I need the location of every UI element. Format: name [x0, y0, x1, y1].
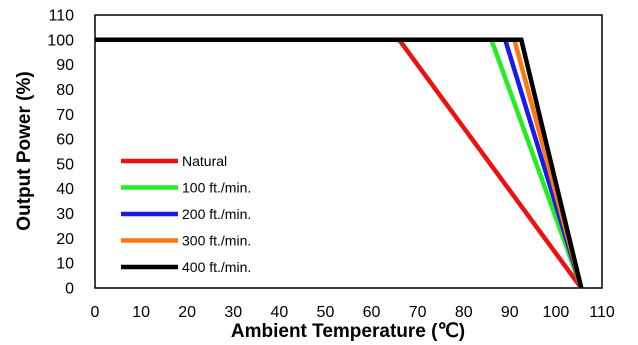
legend: Natural 100 ft./min. 200 ft./min. 300 ft./m…: [121, 153, 251, 275]
x-tick-label: 10: [132, 304, 150, 321]
y-tick-label: 60: [56, 132, 74, 149]
x-tick-label: 110: [589, 304, 615, 321]
y-tick-label: 0: [65, 281, 74, 298]
x-tick-label: 70: [409, 304, 427, 321]
y-tick-label: 40: [56, 181, 74, 198]
series-layer: [95, 37, 584, 290]
y-tick-label: 80: [56, 82, 74, 99]
x-tick-label: 30: [224, 304, 242, 321]
x-tick-label: 80: [455, 304, 473, 321]
x-tick-label: 60: [363, 304, 381, 321]
y-tick-label: 30: [56, 206, 74, 223]
x-tick-label: 90: [501, 304, 519, 321]
legend-label: 400 ft./min.: [182, 259, 251, 275]
y-tick-label: 70: [56, 107, 74, 124]
legend-label: 100 ft./min.: [182, 180, 251, 196]
x-axis-ticks: 0 10 20 30 40 50 60 70 80 90 100 110: [91, 304, 615, 321]
y-tick-label: 10: [56, 256, 74, 273]
y-axis-ticks: 0 10 20 30 40 50 60 70 80 90 100 110: [47, 8, 74, 298]
x-tick-label: 40: [270, 304, 288, 321]
legend-label: Natural: [182, 153, 227, 169]
x-tick-label: 50: [317, 304, 335, 321]
y-tick-label: 90: [56, 57, 74, 74]
x-axis-title: Ambient Temperature (℃): [231, 321, 465, 342]
y-axis-title: Output Power (%): [14, 71, 35, 230]
y-tick-label: 20: [56, 231, 74, 248]
x-tick-label: 100: [543, 304, 570, 321]
legend-label: 200 ft./min.: [182, 206, 251, 222]
series-line-4: [95, 37, 584, 289]
legend-label: 300 ft./min.: [182, 233, 251, 249]
x-tick-label: 0: [91, 304, 100, 321]
y-tick-label: 50: [56, 156, 74, 173]
x-tick-label: 20: [178, 304, 196, 321]
y-tick-label: 110: [48, 8, 74, 25]
plot-area: [94, 14, 603, 289]
y-tick-label: 100: [47, 32, 74, 49]
